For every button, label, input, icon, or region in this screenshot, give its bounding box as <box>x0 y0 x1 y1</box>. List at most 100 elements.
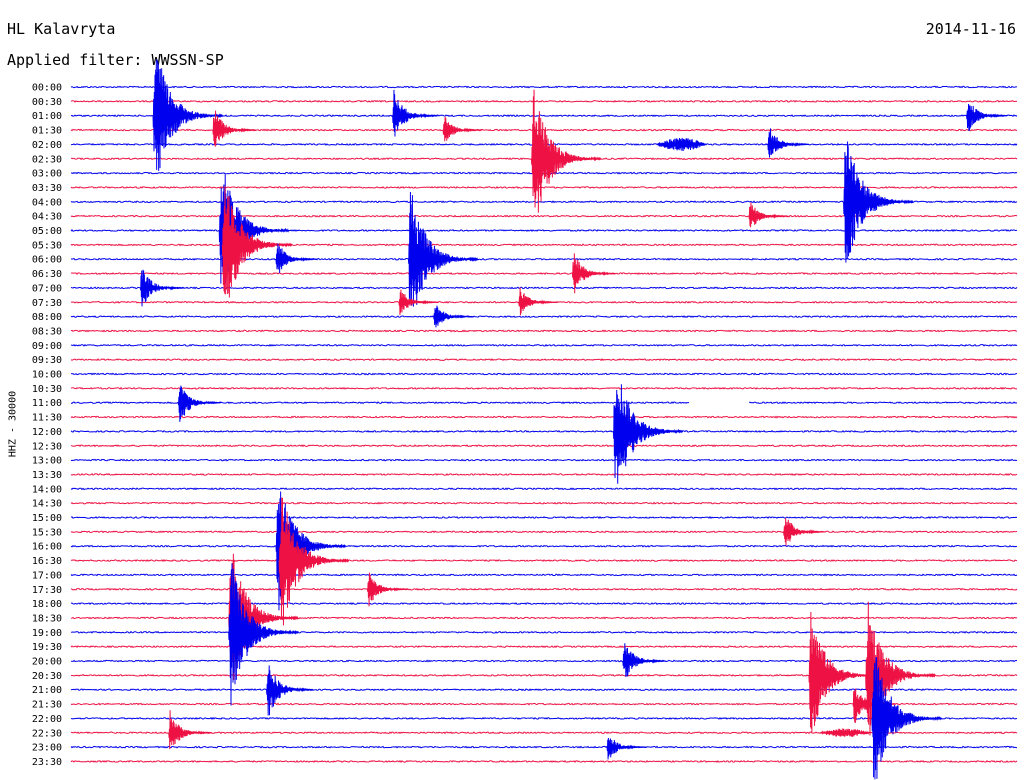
row-time-label: 15:30 <box>32 527 62 538</box>
seismic-events <box>139 59 1008 780</box>
row-time-label: 18:30 <box>32 613 62 624</box>
row-time-label: 15:00 <box>32 513 62 524</box>
event-waveform <box>139 269 184 307</box>
event-waveform <box>228 563 299 706</box>
row-time-label: 09:30 <box>32 355 62 366</box>
row-time-label: 06:30 <box>32 269 62 280</box>
event-waveform <box>266 665 314 716</box>
row-time-label: 05:30 <box>32 240 62 251</box>
row-time-label: 22:30 <box>32 728 62 739</box>
trace-line <box>70 759 1018 763</box>
trace-line <box>70 358 1018 362</box>
trace-line <box>70 429 1018 433</box>
trace-line <box>70 688 1018 692</box>
trace-line <box>70 286 1018 290</box>
row-time-label: 11:30 <box>32 413 62 424</box>
row-time-label: 16:30 <box>32 556 62 567</box>
event-waveform <box>612 384 684 484</box>
row-time-label: 20:00 <box>32 657 62 668</box>
trace-line <box>70 616 1018 620</box>
row-time-label: 11:00 <box>32 398 62 409</box>
event-waveform <box>783 518 825 546</box>
event-waveform <box>808 612 875 733</box>
row-time-label: 01:00 <box>32 111 62 122</box>
row-time-label: 10:30 <box>32 384 62 395</box>
trace-line <box>70 515 1018 519</box>
row-time-label: 00:00 <box>32 83 62 94</box>
row-time-label: 19:30 <box>32 642 62 653</box>
trace-line <box>70 372 1018 376</box>
trace-line <box>70 185 1018 189</box>
trace-line <box>70 716 1018 720</box>
row-time-label: 08:00 <box>32 312 62 323</box>
row-time-label: 19:00 <box>32 628 62 639</box>
trace-line <box>70 587 1018 591</box>
row-time-label: 06:00 <box>32 255 62 266</box>
event-waveform <box>212 110 257 147</box>
event-waveform <box>571 253 616 294</box>
event-waveform <box>177 385 222 422</box>
row-time-label: 02:30 <box>32 154 62 165</box>
trace-line <box>70 99 1018 103</box>
row-time-label: 09:00 <box>32 341 62 352</box>
row-time-label: 04:30 <box>32 212 62 223</box>
event-waveform <box>518 287 559 316</box>
trace-line <box>70 559 1018 563</box>
event-waveform <box>366 572 409 607</box>
event-waveform <box>871 657 942 780</box>
trace-line <box>70 386 1018 390</box>
trace-line <box>70 243 1018 247</box>
row-time-label: 05:00 <box>32 226 62 237</box>
row-time-label: 13:30 <box>32 470 62 481</box>
date-label: 2014-11-16 <box>925 20 1016 38</box>
trace-line <box>70 630 1018 634</box>
row-time-label: 12:30 <box>32 441 62 452</box>
event-waveform <box>748 202 789 228</box>
row-time-label: 16:00 <box>32 542 62 553</box>
filter-label: Applied filter: WWSSN-SP <box>7 51 224 69</box>
row-time-label: 21:00 <box>32 685 62 696</box>
trace-line <box>70 114 1018 118</box>
event-waveform <box>821 728 870 737</box>
row-time-label: 14:00 <box>32 484 62 495</box>
trace-line <box>70 228 1018 233</box>
row-time-label: 17:00 <box>32 570 62 581</box>
event-waveform <box>152 59 223 171</box>
trace-line <box>70 343 1018 347</box>
trace-line <box>70 85 1018 89</box>
trace-line <box>70 602 1018 606</box>
trace-line <box>70 745 1018 749</box>
row-time-label: 03:30 <box>32 183 62 194</box>
event-waveform <box>442 116 483 142</box>
trace-line <box>70 401 1018 405</box>
event-waveform <box>865 601 936 736</box>
event-waveform <box>278 497 349 626</box>
event-waveform <box>657 137 706 151</box>
row-time-label: 08:30 <box>32 326 62 337</box>
event-waveform <box>843 141 914 263</box>
trace-line <box>70 257 1018 261</box>
event-waveform <box>275 243 318 273</box>
row-time-label: 22:00 <box>32 714 62 725</box>
event-waveform <box>168 710 212 750</box>
station-title: HL Kalavryta <box>7 20 116 38</box>
event-waveform <box>398 289 439 315</box>
row-time-label: 04:00 <box>32 197 62 208</box>
row-time-label: 03:00 <box>32 169 62 180</box>
row-time-label: 13:00 <box>32 456 62 467</box>
event-waveform <box>530 89 602 213</box>
event-waveform <box>221 186 293 298</box>
trace-line <box>70 645 1018 649</box>
row-time-label: 23:30 <box>32 757 62 768</box>
row-time-label: 14:30 <box>32 499 62 510</box>
event-waveform <box>407 191 479 307</box>
row-time-label: 07:30 <box>32 298 62 309</box>
event-waveform <box>622 643 666 677</box>
row-time-label: 02:00 <box>32 140 62 151</box>
event-waveform <box>392 89 438 137</box>
trace-line <box>70 487 1018 491</box>
trace-line <box>70 473 1018 476</box>
row-time-label: 17:30 <box>32 585 62 596</box>
event-waveform <box>966 104 1008 131</box>
row-time-label: 07:00 <box>32 283 62 294</box>
